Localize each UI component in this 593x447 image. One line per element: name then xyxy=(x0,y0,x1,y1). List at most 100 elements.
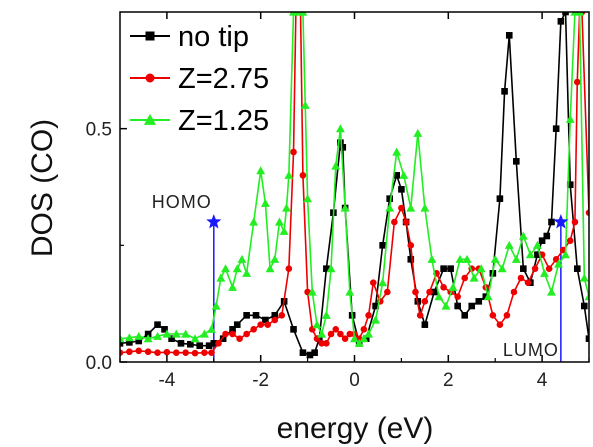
legend-marker xyxy=(145,31,155,41)
data-point xyxy=(454,293,461,300)
data-point xyxy=(379,242,386,249)
data-point xyxy=(547,287,556,296)
data-point xyxy=(337,139,344,146)
data-point xyxy=(215,340,222,347)
data-point xyxy=(299,349,307,356)
data-point xyxy=(504,240,514,249)
data-point xyxy=(427,254,437,263)
legend-item: Z=2.75 xyxy=(130,63,269,95)
data-point xyxy=(406,203,416,212)
data-point xyxy=(585,209,589,216)
data-point xyxy=(321,310,331,319)
data-point xyxy=(462,254,472,263)
data-point xyxy=(539,268,549,277)
data-point xyxy=(420,203,430,212)
data-point xyxy=(532,240,542,249)
data-point xyxy=(262,316,269,324)
data-point xyxy=(398,204,405,212)
data-point xyxy=(271,316,279,324)
star-marker xyxy=(206,214,222,229)
legend-label: Z=2.75 xyxy=(178,63,269,95)
legend: no tip Z=2.75 Z=1.25 xyxy=(130,21,269,137)
data-point xyxy=(490,254,500,263)
data-point xyxy=(369,279,377,286)
data-point xyxy=(385,203,395,212)
data-point xyxy=(134,331,144,340)
data-point xyxy=(216,273,226,282)
data-point xyxy=(345,287,355,296)
data-point xyxy=(143,334,153,343)
data-point xyxy=(525,250,535,259)
data-point xyxy=(575,12,585,16)
data-point xyxy=(371,315,381,324)
data-point xyxy=(331,161,341,170)
data-point xyxy=(299,172,307,179)
data-point xyxy=(393,172,401,179)
data-point xyxy=(398,186,405,193)
data-point xyxy=(323,265,330,272)
data-point xyxy=(233,321,241,328)
data-point xyxy=(323,340,330,347)
series-layer xyxy=(120,12,589,359)
data-point xyxy=(144,330,152,338)
data-point xyxy=(335,124,345,133)
data-point xyxy=(257,321,265,328)
data-point xyxy=(562,12,569,16)
data-point xyxy=(332,326,340,333)
data-point xyxy=(135,347,143,355)
data-point xyxy=(181,329,191,338)
data-point xyxy=(584,292,589,301)
data-point xyxy=(229,326,236,333)
data-point xyxy=(455,254,465,263)
data-point xyxy=(162,329,172,338)
data-point xyxy=(298,12,308,16)
data-point xyxy=(120,340,124,347)
data-point xyxy=(177,340,185,347)
data-point xyxy=(182,349,189,356)
data-point xyxy=(210,340,218,347)
data-point xyxy=(222,330,229,338)
star-marker xyxy=(553,214,569,229)
legend-label: no tip xyxy=(178,21,249,53)
data-point xyxy=(290,148,297,156)
data-point xyxy=(229,330,236,338)
data-point xyxy=(489,312,497,319)
data-point xyxy=(242,268,252,277)
legend-marker xyxy=(143,113,157,125)
data-point xyxy=(228,282,238,291)
series-line xyxy=(120,12,589,345)
data-point xyxy=(365,312,372,319)
data-point xyxy=(407,242,415,249)
x-tick-label: -4 xyxy=(158,370,175,391)
series xyxy=(120,12,589,359)
data-point xyxy=(538,237,546,244)
data-point xyxy=(571,218,579,226)
data-point xyxy=(421,298,429,305)
data-point xyxy=(386,195,393,202)
data-point xyxy=(543,232,551,240)
data-point xyxy=(236,335,243,342)
data-point xyxy=(399,170,409,179)
data-point xyxy=(447,265,454,272)
data-point xyxy=(201,349,208,356)
data-point xyxy=(207,324,216,333)
data-point xyxy=(232,264,242,273)
data-point xyxy=(318,340,325,347)
data-point xyxy=(454,302,461,310)
y-tick-label: 0.0 xyxy=(86,353,112,374)
data-point xyxy=(260,198,270,207)
data-point xyxy=(372,302,379,310)
data-point xyxy=(573,78,581,86)
data-point xyxy=(270,254,280,263)
data-point xyxy=(391,218,398,226)
data-point xyxy=(252,312,260,319)
data-point xyxy=(339,144,347,151)
data-point xyxy=(496,321,504,328)
data-point xyxy=(311,349,318,356)
data-point xyxy=(243,312,250,319)
data-point xyxy=(534,251,541,258)
data-point xyxy=(585,335,589,342)
data-point xyxy=(524,279,532,286)
data-point xyxy=(402,218,410,226)
data-point xyxy=(581,302,588,310)
